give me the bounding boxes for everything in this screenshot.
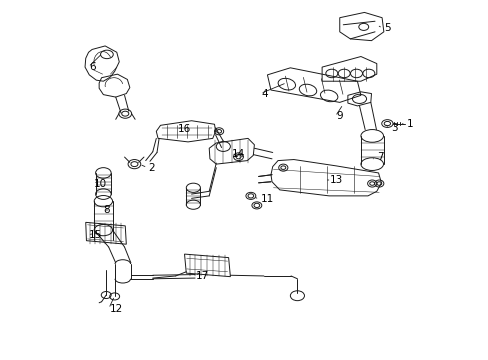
- Text: 15: 15: [88, 230, 102, 240]
- Text: 12: 12: [109, 304, 122, 314]
- Text: 4: 4: [261, 89, 267, 99]
- Text: 13: 13: [329, 175, 343, 185]
- Text: 3: 3: [390, 123, 397, 133]
- Text: 5: 5: [383, 23, 390, 33]
- Text: 17: 17: [195, 271, 209, 281]
- Text: 8: 8: [103, 205, 110, 215]
- Text: 7: 7: [376, 152, 383, 162]
- Text: 14: 14: [232, 149, 245, 158]
- Text: 16: 16: [177, 124, 190, 134]
- Text: 6: 6: [89, 62, 96, 72]
- Text: 10: 10: [94, 179, 107, 189]
- Text: 2: 2: [148, 163, 155, 173]
- Text: 11: 11: [260, 194, 273, 204]
- Text: 9: 9: [336, 112, 342, 121]
- Text: 1: 1: [406, 119, 412, 129]
